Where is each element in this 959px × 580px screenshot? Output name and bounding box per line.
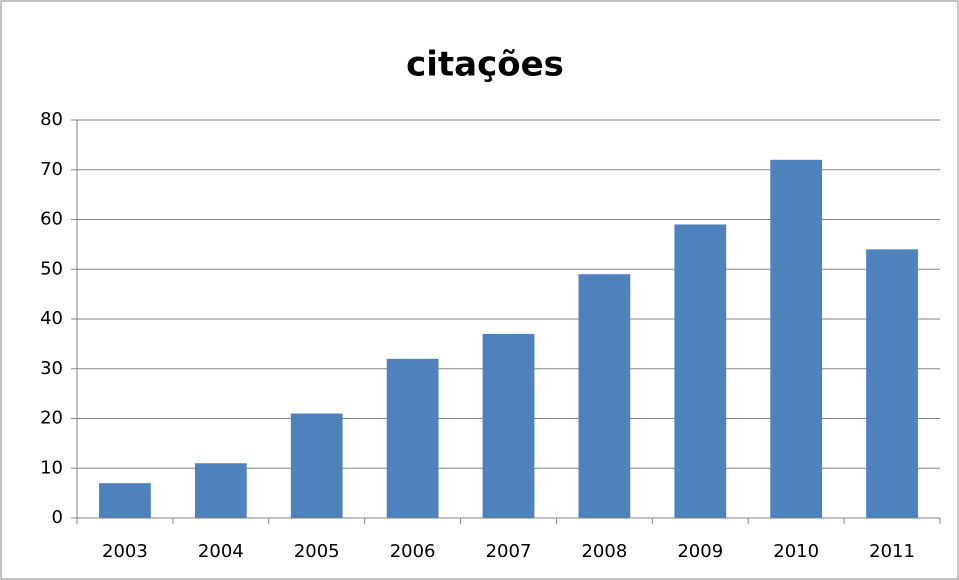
bar [194, 463, 247, 518]
bar [99, 483, 151, 518]
x-tick-label: 2010 [773, 541, 819, 562]
y-tick-label: 50 [40, 258, 63, 279]
x-tick-label: 2007 [486, 541, 532, 562]
y-tick-label: 60 [40, 209, 63, 230]
y-tick-label: 10 [40, 457, 63, 478]
bar [866, 249, 918, 518]
chart-title: citações [406, 45, 564, 85]
bar [578, 274, 631, 518]
x-tick-label: 2009 [677, 541, 723, 562]
bar [674, 224, 727, 518]
bar [386, 358, 439, 518]
x-tick-label: 2006 [390, 541, 436, 562]
bar [482, 333, 535, 518]
y-tick-label: 30 [40, 358, 63, 379]
y-tick-label: 40 [40, 308, 63, 329]
y-tick-label: 80 [40, 109, 63, 130]
x-tick-label: 2011 [869, 541, 915, 562]
y-tick-label: 70 [40, 159, 63, 180]
x-tick-label: 2005 [294, 541, 340, 562]
bar [290, 413, 343, 518]
y-tick-label: 0 [52, 507, 63, 528]
x-tick-label: 2003 [102, 541, 148, 562]
bar [770, 159, 823, 519]
x-tick-label: 2008 [581, 541, 627, 562]
x-tick-label: 2004 [198, 541, 244, 562]
y-tick-label: 20 [40, 408, 63, 429]
